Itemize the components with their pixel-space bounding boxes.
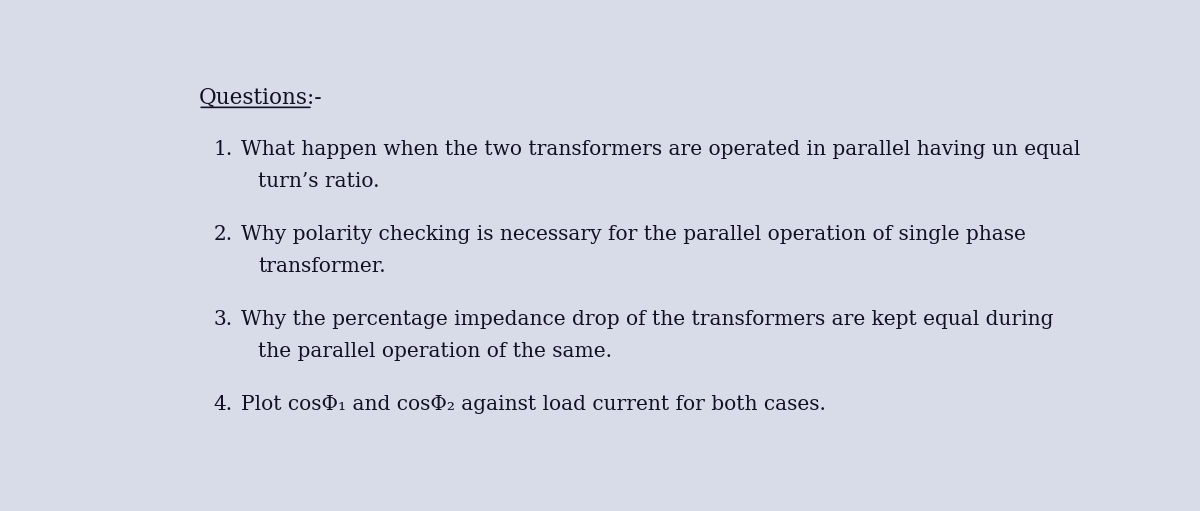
Text: Plot cosΦ₁ and cosΦ₂ against load current for both cases.: Plot cosΦ₁ and cosΦ₂ against load curren… (241, 395, 826, 414)
Text: 2.: 2. (214, 225, 233, 244)
Text: transformer.: transformer. (258, 257, 385, 276)
Text: What happen when the two transformers are operated in parallel having un equal: What happen when the two transformers ar… (241, 140, 1080, 159)
Text: turn’s ratio.: turn’s ratio. (258, 172, 379, 191)
Text: 1.: 1. (214, 140, 233, 159)
Text: Why polarity checking is necessary for the parallel operation of single phase: Why polarity checking is necessary for t… (241, 225, 1026, 244)
Text: Why the percentage impedance drop of the transformers are kept equal during: Why the percentage impedance drop of the… (241, 310, 1054, 329)
Text: 4.: 4. (214, 395, 233, 414)
Text: 3.: 3. (214, 310, 233, 329)
Text: Questions:-: Questions:- (198, 87, 322, 109)
Text: the parallel operation of the same.: the parallel operation of the same. (258, 342, 612, 361)
